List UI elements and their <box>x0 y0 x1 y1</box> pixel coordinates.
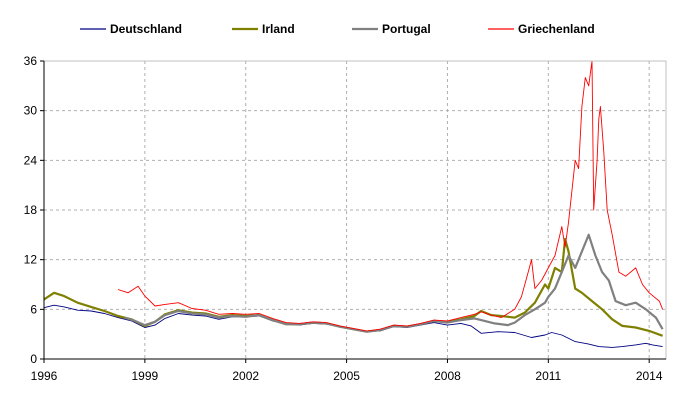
series-line-deutschland <box>43 304 663 348</box>
x-axis: 1996 1999 2002 2005 2008 2011 2014 <box>31 359 663 383</box>
x-tick-label: 2014 <box>636 369 663 383</box>
y-tick-label: 24 <box>24 153 38 167</box>
y-tick-label: 6 <box>30 302 37 316</box>
x-tick-label: 2008 <box>434 369 461 383</box>
legend-label: Griechenland <box>518 22 595 36</box>
legend-label: Portugal <box>382 22 431 36</box>
series-layer <box>43 60 664 348</box>
y-tick-label: 36 <box>24 54 38 68</box>
x-tick-label: 2002 <box>232 369 259 383</box>
x-tick-label: 1999 <box>132 369 159 383</box>
y-tick-label: 0 <box>30 352 37 366</box>
y-tick-label: 18 <box>24 203 38 217</box>
x-tick-label: 1996 <box>31 369 58 383</box>
legend-item-griechenland: Griechenland <box>488 22 595 36</box>
y-tick-label: 30 <box>24 104 38 118</box>
series-line-portugal <box>124 233 664 333</box>
y-tick-label: 12 <box>24 253 38 267</box>
x-tick-label: 2005 <box>333 369 360 383</box>
legend-item-portugal: Portugal <box>352 22 431 36</box>
legend-item-deutschland: Deutschland <box>80 22 182 36</box>
legend-item-irland: Irland <box>232 22 295 36</box>
grid <box>44 61 666 359</box>
legend-label: Irland <box>262 22 295 36</box>
x-tick-label: 2011 <box>535 369 561 383</box>
series-line-griechenland <box>117 60 664 332</box>
legend-label: Deutschland <box>110 22 182 36</box>
legend: Deutschland Irland Portugal Griechenland <box>80 22 595 36</box>
y-axis: 0 6 12 18 24 30 36 <box>24 54 44 366</box>
